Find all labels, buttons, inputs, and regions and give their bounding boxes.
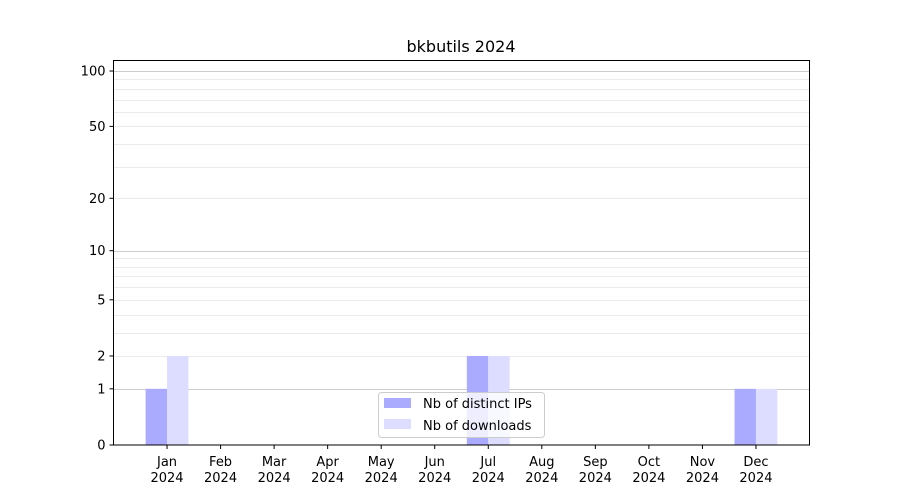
x-tick-label: Sep xyxy=(583,455,608,470)
bar-distinct-ips xyxy=(145,388,168,445)
y-axis: 0 1 2 5 10 20 50 100 xyxy=(81,65,114,454)
chart-title: bkbutils 2024 xyxy=(406,37,515,56)
x-tick-label: Apr xyxy=(316,455,339,470)
x-axis: Jan2024Feb2024Mar2024Apr2024May2024Jun20… xyxy=(150,445,773,486)
y-tick-label: 10 xyxy=(89,244,106,259)
x-tick-label: 2024 xyxy=(632,471,665,486)
x-tick-label: Jul xyxy=(479,455,496,470)
x-tick-label: 2024 xyxy=(204,471,237,486)
legend-swatch-downloads xyxy=(384,419,411,429)
y-tick-label: 2 xyxy=(97,349,105,364)
legend-label-downloads: Nb of downloads xyxy=(423,419,532,434)
x-tick-label: 2024 xyxy=(686,471,719,486)
x-tick-label: 2024 xyxy=(150,471,183,486)
y-tick-label: 50 xyxy=(89,120,106,135)
plot-frame xyxy=(113,60,810,446)
x-tick-label: 2024 xyxy=(579,471,612,486)
x-tick-label: Aug xyxy=(529,455,554,470)
x-tick-label: 2024 xyxy=(739,471,772,486)
x-tick-label: Jun xyxy=(424,455,445,470)
x-tick-label: Oct xyxy=(638,455,660,470)
x-tick-label: Dec xyxy=(743,455,768,470)
gridlines xyxy=(113,71,810,390)
x-tick-label: May xyxy=(368,455,395,470)
y-tick-label: 1 xyxy=(97,382,105,397)
bar-distinct-ips xyxy=(734,388,756,445)
legend-frame xyxy=(378,392,545,438)
y-tick-label: 5 xyxy=(97,293,105,308)
legend: Nb of distinct IPs Nb of downloads xyxy=(378,392,545,438)
legend-label-distinct-ips: Nb of distinct IPs xyxy=(423,397,532,412)
bar-downloads xyxy=(167,355,189,445)
x-tick-label: Jan xyxy=(156,455,177,470)
y-tick-label: 20 xyxy=(89,192,106,207)
y-tick-label: 0 xyxy=(97,439,105,454)
x-tick-label: 2024 xyxy=(258,471,291,486)
legend-swatch-distinct-ips xyxy=(384,398,411,408)
x-tick-label: Nov xyxy=(690,455,716,470)
x-tick-label: 2024 xyxy=(311,471,344,486)
x-tick-label: 2024 xyxy=(472,471,505,486)
y-tick-label: 100 xyxy=(81,65,106,80)
bar-downloads xyxy=(755,388,778,445)
x-tick-label: Mar xyxy=(262,455,287,470)
x-tick-label: 2024 xyxy=(418,471,451,486)
x-tick-label: 2024 xyxy=(365,471,398,486)
x-tick-label: Feb xyxy=(209,455,232,470)
x-tick-label: 2024 xyxy=(525,471,558,486)
